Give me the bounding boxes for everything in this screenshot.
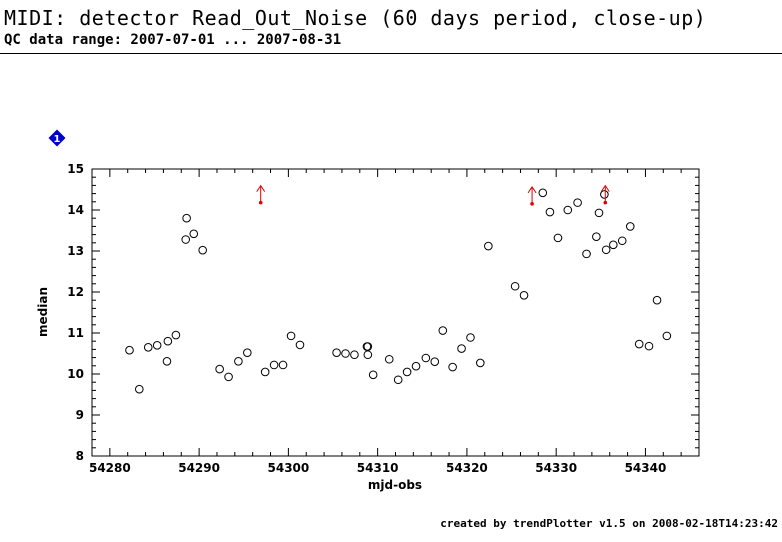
data-point — [278, 360, 288, 370]
data-point — [181, 235, 191, 244]
y-tick-label: 12 — [67, 285, 84, 299]
data-point — [198, 245, 207, 255]
plot-index-badge: 1 — [48, 129, 66, 147]
x-tick-label: 54320 — [446, 461, 488, 475]
data-point — [594, 208, 604, 218]
data-point — [234, 356, 243, 366]
y-tick-label: 10 — [67, 367, 84, 381]
axis-tick-labels: 54280 54290 54300 54310 54320 54330 54340 8 9 10 1… — [67, 162, 666, 475]
y-tick-label: 9 — [76, 408, 84, 422]
data-point — [393, 375, 403, 385]
data-point — [162, 356, 172, 366]
plot-frame — [91, 168, 700, 457]
x-tick-label: 54340 — [625, 461, 667, 475]
data-point — [430, 357, 440, 367]
data-point — [341, 349, 350, 358]
y-tick-label: 15 — [67, 162, 84, 176]
data-point — [152, 341, 162, 350]
x-tick-label: 54310 — [357, 461, 399, 475]
footer-credit: created by trendPlotter v1.5 on 2008-02-… — [440, 517, 778, 530]
data-point — [363, 342, 373, 351]
data-point — [295, 340, 305, 350]
data-point — [125, 345, 134, 355]
data-point — [573, 198, 582, 207]
data-point — [171, 330, 181, 340]
data-point — [553, 233, 563, 243]
upper-limit-arrow — [256, 184, 266, 205]
data-point — [215, 364, 224, 374]
axis-ticks — [91, 168, 700, 457]
x-tick-label: 54330 — [535, 461, 577, 475]
y-tick-label: 11 — [67, 326, 84, 340]
data-point — [260, 367, 270, 377]
header-divider — [0, 53, 782, 54]
data-point — [363, 350, 373, 360]
data-point — [563, 205, 573, 215]
y-tick-label: 13 — [67, 244, 84, 258]
data-point — [545, 207, 555, 217]
y-axis-label: median — [36, 287, 50, 337]
data-point — [350, 350, 359, 360]
data-point — [286, 331, 296, 341]
data-point — [189, 229, 199, 239]
data-point — [402, 367, 412, 377]
data-point — [332, 348, 341, 357]
data-point — [625, 222, 635, 231]
data-point — [143, 343, 153, 352]
data-point — [617, 236, 627, 246]
data-point — [384, 354, 394, 364]
data-point — [484, 241, 493, 251]
data-point — [448, 362, 457, 372]
data-point — [182, 213, 191, 223]
x-axis-label: mjd-obs — [368, 478, 422, 492]
data-point — [538, 188, 548, 198]
data-point — [609, 240, 618, 250]
data-point — [411, 361, 421, 371]
upper-limit-arrow — [527, 185, 537, 206]
data-point — [224, 372, 233, 382]
data-points — [125, 184, 672, 394]
upper-limit-arrow — [600, 184, 610, 205]
chart-subtitle: QC data range: 2007-07-01 ... 2007-08-31 — [4, 32, 342, 48]
data-point — [644, 341, 654, 351]
y-tick-label: 8 — [76, 449, 84, 463]
data-point — [510, 281, 520, 291]
data-point — [592, 232, 601, 241]
data-point — [652, 295, 662, 305]
data-point — [519, 290, 529, 300]
data-point — [269, 360, 279, 370]
x-tick-label: 54290 — [178, 461, 220, 475]
data-point — [466, 333, 475, 342]
data-point — [662, 331, 672, 341]
data-point — [582, 249, 591, 259]
x-tick-label: 54300 — [268, 461, 310, 475]
data-point — [243, 348, 252, 357]
x-tick-label: 54280 — [89, 461, 131, 475]
data-point — [600, 190, 609, 199]
data-point — [135, 384, 144, 394]
data-point — [421, 353, 431, 363]
data-point — [368, 370, 378, 380]
data-point — [163, 336, 173, 346]
data-point — [438, 326, 448, 335]
y-tick-label: 14 — [67, 203, 84, 217]
badge-label: 1 — [54, 134, 61, 145]
chart-title: MIDI: detector Read_Out_Noise (60 days p… — [4, 6, 707, 30]
data-point — [601, 245, 611, 255]
data-point — [634, 339, 644, 349]
data-point — [476, 358, 485, 368]
data-point — [457, 344, 466, 353]
